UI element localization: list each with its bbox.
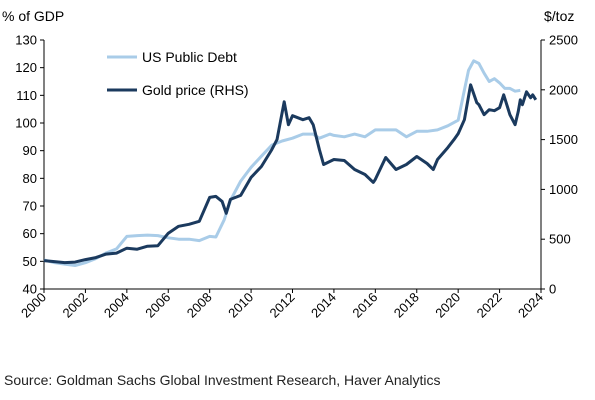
- left-tick-label: 70: [23, 199, 37, 214]
- series-line-us-public-debt: [43, 59, 521, 267]
- x-tick-label: 2016: [349, 290, 380, 321]
- legend-label-us-public-debt: US Public Debt: [142, 49, 237, 65]
- legend: US Public Debt Gold price (RHS): [107, 49, 249, 98]
- x-tick-label: 2010: [225, 290, 256, 321]
- x-tick-label: 2002: [59, 290, 90, 321]
- left-tick-label: 40: [23, 282, 37, 297]
- left-tick-label: 110: [16, 88, 37, 103]
- right-tick-label: 0: [549, 282, 556, 297]
- x-tick-label: 2014: [308, 290, 339, 321]
- right-tick-label: 500: [549, 232, 571, 247]
- right-tick-label: 1000: [549, 182, 578, 197]
- right-tick-label: 2500: [549, 33, 578, 48]
- x-tick-label: 2008: [184, 290, 215, 321]
- x-tick-label: 2024: [515, 290, 546, 321]
- x-tick-label: 2018: [391, 290, 422, 321]
- series-layer: [43, 59, 538, 267]
- right-axis-ticks: 0 500 1000 1500 2000 2500: [541, 33, 578, 297]
- x-tick-label: 2020: [432, 290, 463, 321]
- left-tick-label: 100: [15, 116, 37, 131]
- x-axis-ticks: 2000 2002 2004 2006 2008 2010 2012 2014 2016 2018…: [18, 289, 546, 321]
- source-note: Source: Goldman Sachs Global Investment …: [4, 372, 441, 388]
- left-axis-unit: % of GDP: [2, 8, 64, 24]
- left-tick-label: 50: [23, 254, 37, 269]
- right-axis-unit: $/toz: [544, 8, 574, 24]
- x-tick-label: 2006: [142, 290, 173, 321]
- left-tick-label: 60: [23, 226, 37, 241]
- right-tick-label: 2000: [549, 82, 578, 97]
- left-tick-label: 80: [23, 171, 37, 186]
- legend-label-gold-price: Gold price (RHS): [142, 82, 249, 98]
- left-axis-ticks: 40 50 60 70 80 90 100 110 120 130: [15, 33, 44, 297]
- x-tick-label: 2004: [101, 290, 132, 321]
- series-line-gold-price: [43, 83, 538, 265]
- left-tick-label: 130: [15, 33, 37, 48]
- x-tick-label: 2012: [267, 290, 298, 321]
- right-tick-label: 1500: [549, 132, 578, 147]
- x-tick-label: 2022: [474, 290, 505, 321]
- left-tick-label: 120: [15, 60, 37, 75]
- left-tick-label: 90: [23, 143, 37, 158]
